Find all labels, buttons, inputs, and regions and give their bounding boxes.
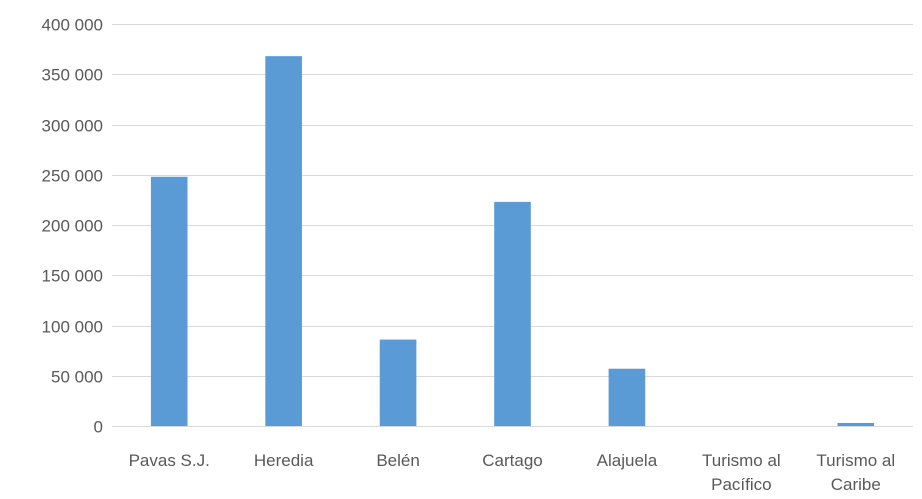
y-tick-label: 150 000: [42, 267, 103, 286]
x-category-label-line: Turismo al: [816, 451, 895, 470]
x-category-label-line: Belén: [376, 451, 419, 470]
bar: [265, 56, 302, 426]
x-category-label: Alajuela: [597, 451, 658, 470]
y-tick-label: 200 000: [42, 217, 103, 236]
y-tick-label: 350 000: [42, 66, 103, 85]
y-tick-label: 100 000: [42, 318, 103, 337]
bars: [150, 56, 875, 426]
y-tick-label: 300 000: [42, 117, 103, 136]
bar: [379, 339, 417, 426]
x-axis-category-labels: Pavas S.J. Heredia Belén Cartago Alajuela Tur…: [129, 451, 896, 494]
x-category-label-line: Alajuela: [597, 451, 658, 470]
x-category-label: Belén: [376, 451, 419, 470]
x-category-label-line: Cartago: [482, 451, 542, 470]
x-category-label-line: Heredia: [254, 451, 314, 470]
x-category-label-line: Caribe: [831, 475, 881, 494]
bar: [150, 176, 188, 426]
x-category-label-line: Pavas S.J.: [129, 451, 210, 470]
y-tick-label: 0: [94, 418, 103, 437]
x-category-label: Cartago: [482, 451, 542, 470]
y-axis-tick-labels: 0 50 000 100 000 150 000 200 000 250 000 300 0…: [42, 16, 103, 437]
y-tick-label: 50 000: [51, 368, 103, 387]
bar: [837, 422, 875, 426]
y-tick-label: 400 000: [42, 16, 103, 35]
x-category-label: Heredia: [254, 451, 314, 470]
y-tick-label: 250 000: [42, 167, 103, 186]
x-category-label-line: Turismo al: [702, 451, 781, 470]
bar: [494, 201, 531, 426]
x-category-label: Turismo al Pacífico: [702, 451, 781, 494]
bar: [608, 368, 646, 426]
x-category-label: Turismo al Caribe: [816, 451, 895, 494]
x-category-label-line: Pacífico: [711, 475, 771, 494]
x-category-label: Pavas S.J.: [129, 451, 210, 470]
